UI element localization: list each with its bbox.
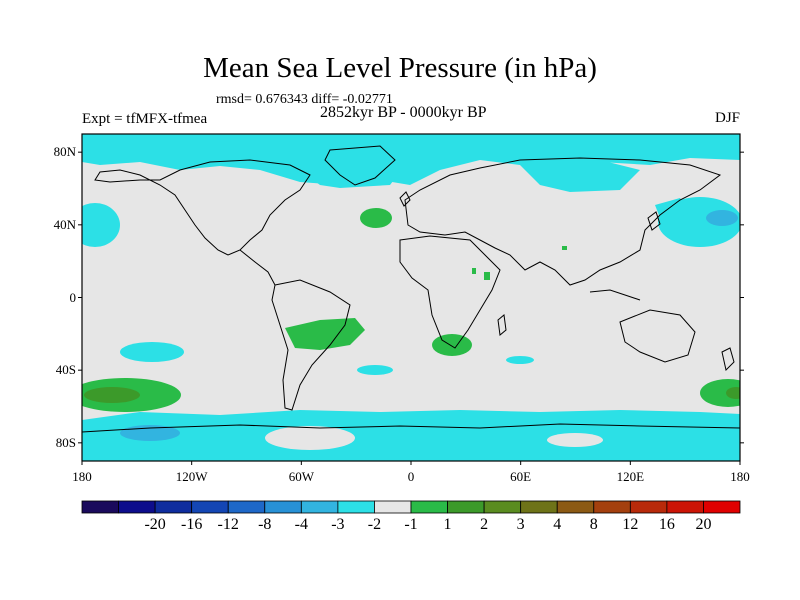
colorbar-box [154, 500, 193, 514]
colorbar-label: -4 [294, 516, 308, 533]
period-label: 2852kyr BP - 0000kyr BP [320, 104, 487, 121]
colorbar-label: 2 [480, 516, 489, 533]
lat-tick-label: 80N [53, 144, 76, 160]
season-label: DJF [714, 110, 740, 126]
colorbar-box [191, 500, 229, 514]
colorbar-label: 20 [695, 516, 712, 533]
colorbar-label: -8 [258, 516, 272, 533]
colorbar-label: 1 [443, 516, 452, 533]
colorbar-label: -3 [331, 516, 345, 533]
experiment-label: Expt = tfMFX-tfmea [82, 111, 208, 127]
stats-label: rmsd= 0.676343 diff= -0.02771 [216, 92, 393, 107]
colorbar-box [556, 500, 595, 514]
colorbar-box [374, 500, 412, 514]
colorbar-label: -12 [217, 516, 239, 533]
colorbar-label: 16 [658, 516, 675, 533]
colorbar-box [666, 500, 704, 514]
colorbar-box [447, 500, 485, 514]
colorbar-label: -20 [144, 516, 166, 533]
colorbar-box [300, 500, 339, 514]
lon-tick-label: 180 [72, 469, 92, 484]
lat-tick-label: 80S [55, 434, 76, 450]
colorbar-box [593, 500, 631, 514]
lon-tick-label: 120E [616, 469, 645, 484]
colorbar-label: 4 [553, 516, 562, 533]
colorbar-box [337, 500, 375, 514]
coastlines [82, 145, 740, 433]
colorbar-box [483, 500, 522, 514]
colorbar-box [629, 500, 668, 514]
colorbar-box [227, 500, 266, 514]
colorbar-box [520, 500, 558, 514]
axis-ticks [78, 151, 744, 465]
colorbar-box [410, 500, 448, 514]
colorbar-label: -1 [404, 516, 418, 533]
lat-tick-label: 0 [69, 289, 77, 305]
colorbar-label: 3 [516, 516, 525, 533]
lon-tick-label: 120W [175, 469, 208, 484]
colorbar-boxes [81, 500, 741, 514]
colorbar-label: 12 [622, 516, 639, 533]
map-background [82, 134, 740, 461]
lon-tick-label: 60W [288, 469, 314, 484]
colorbar-label: 8 [589, 516, 598, 533]
colorbar-box [264, 500, 302, 514]
colorbar-box [118, 500, 156, 514]
chart-title: Mean Sea Level Pressure (in hPa) [203, 52, 597, 84]
lat-tick-label: 40S [55, 362, 76, 378]
colorbar-label: -2 [367, 516, 382, 533]
lon-tick-label: 0 [407, 469, 415, 484]
colorbar-box [81, 500, 119, 514]
pressure-anomaly-fields [82, 134, 740, 461]
lon-tick-label: 60E [510, 469, 532, 484]
colorbar-label: -16 [180, 516, 203, 533]
lon-tick-label: 180 [730, 469, 750, 484]
lat-tick-label: 40N [53, 216, 76, 232]
colorbar-box [703, 500, 741, 514]
